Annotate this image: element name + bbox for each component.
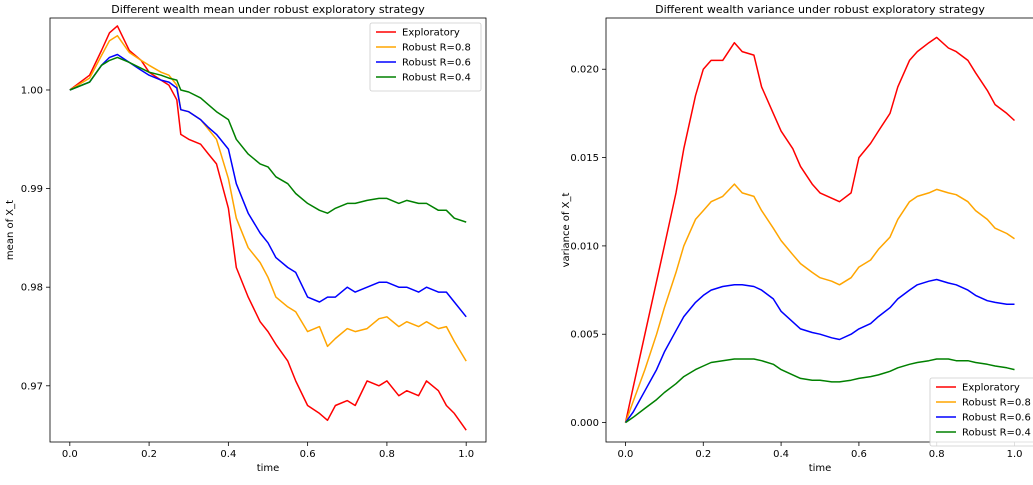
series-line-robust-r-0-4: [625, 358, 1015, 424]
legend: Exploratory Robust R=0.8 Robust R=0.6 Robus…: [369, 22, 482, 92]
y-tick-label: 0.97: [21, 381, 43, 392]
series-line-exploratory: [69, 25, 467, 431]
legend-label: Robust R=0.6: [962, 413, 1031, 424]
y-tick-label: 0.005: [570, 330, 599, 341]
x-tick-label: 0.8: [379, 449, 395, 460]
y-tick-label: 0.98: [21, 283, 43, 294]
chart-title: Different wealth mean under robust explo…: [111, 3, 425, 16]
plot-frame: [605, 17, 1033, 443]
x-tick-label: 0.4: [773, 449, 789, 460]
series-line-robust-r-0-8: [624, 183, 1015, 423]
x-tick-label: 0.2: [141, 449, 157, 460]
x-tick-label: 0.0: [618, 449, 634, 460]
series-line-robust-r-0-8: [69, 34, 467, 362]
x-tick-label: 0.2: [695, 449, 711, 460]
legend-label: Robust R=0.8: [962, 398, 1031, 409]
legend-label: Exploratory: [402, 28, 460, 39]
y-tick-label: 0.020: [570, 65, 599, 76]
x-tick-label: 0.6: [300, 449, 316, 460]
chart-title: Different wealth variance under robust e…: [655, 3, 985, 16]
x-axis-label: time: [257, 463, 280, 474]
chart-variance: Different wealth variance under robust e…: [561, 3, 1033, 474]
y-tick-label: 0.99: [21, 184, 43, 195]
y-tick-label: 0.010: [570, 241, 599, 252]
x-tick-label: 1.0: [458, 449, 474, 460]
y-tick-label: 1.00: [21, 85, 43, 96]
y-axis-label: variance of X_t: [561, 193, 572, 268]
legend-label: Robust R=0.4: [402, 73, 471, 84]
legend-label: Robust R=0.4: [962, 428, 1031, 439]
series-line-exploratory: [624, 36, 1016, 423]
series-line-robust-r-0-6: [69, 53, 467, 318]
y-tick-label: 0.000: [570, 418, 599, 429]
x-tick-label: 1.0: [1007, 449, 1023, 460]
series-line-robust-r-0-4: [69, 56, 467, 223]
x-tick-label: 0.0: [62, 449, 78, 460]
series-line-robust-r-0-6: [624, 278, 1015, 424]
x-tick-label: 0.8: [929, 449, 945, 460]
y-axis-label: mean of X_t: [5, 200, 16, 260]
x-axis-label: time: [809, 463, 832, 474]
legend-label: Exploratory: [962, 383, 1020, 394]
legend-box: [929, 377, 1033, 447]
y-tick-label: 0.015: [570, 153, 599, 164]
legend-box: [369, 22, 482, 92]
chart-mean: Different wealth mean under robust explo…: [5, 3, 487, 474]
legend-label: Robust R=0.6: [402, 58, 471, 69]
plot-frame: [49, 17, 487, 443]
legend: Exploratory Robust R=0.8 Robust R=0.6 Robus…: [929, 377, 1033, 447]
series-group: [624, 36, 1016, 424]
x-tick-label: 0.4: [220, 449, 236, 460]
series-group: [69, 25, 467, 431]
x-tick-label: 0.6: [851, 449, 867, 460]
legend-label: Robust R=0.8: [402, 43, 471, 54]
